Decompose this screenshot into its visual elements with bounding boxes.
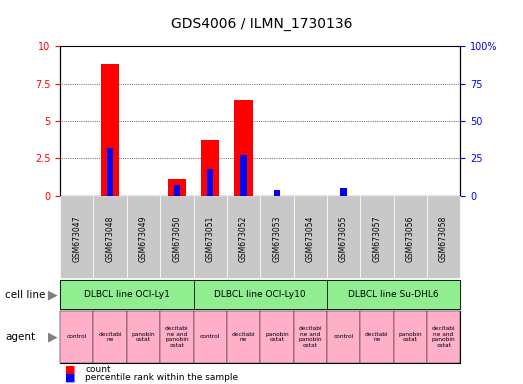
Bar <box>160 311 194 363</box>
Text: agent: agent <box>5 332 36 342</box>
Text: decitabi
ne and
panobin
ostat: decitabi ne and panobin ostat <box>432 326 456 348</box>
Bar <box>427 196 460 278</box>
Bar <box>160 196 194 278</box>
Text: GSM673055: GSM673055 <box>339 215 348 262</box>
Text: decitabi
ne: decitabi ne <box>365 331 389 343</box>
Text: control: control <box>334 334 354 339</box>
Bar <box>60 280 194 309</box>
Text: ■: ■ <box>65 365 76 375</box>
Text: GSM673049: GSM673049 <box>139 215 148 262</box>
Text: GSM673056: GSM673056 <box>406 215 415 262</box>
Bar <box>101 64 119 196</box>
Bar <box>327 196 360 278</box>
Text: control: control <box>67 334 87 339</box>
Text: decitabi
ne: decitabi ne <box>98 331 122 343</box>
Bar <box>393 311 427 363</box>
Bar <box>127 311 160 363</box>
Bar <box>60 311 94 363</box>
Text: decitabi
ne and
panobin
ostat: decitabi ne and panobin ostat <box>299 326 322 348</box>
Text: GSM673053: GSM673053 <box>272 215 281 262</box>
Text: GSM673048: GSM673048 <box>106 215 115 262</box>
Text: DLBCL line OCI-Ly1: DLBCL line OCI-Ly1 <box>84 290 170 299</box>
Text: percentile rank within the sample: percentile rank within the sample <box>85 373 238 382</box>
Text: DLBCL line Su-DHL6: DLBCL line Su-DHL6 <box>348 290 439 299</box>
Bar <box>168 179 186 196</box>
Text: panobin
ostat: panobin ostat <box>265 331 289 343</box>
Text: count: count <box>85 365 111 374</box>
Bar <box>327 280 460 309</box>
Text: DLBCL line OCI-Ly10: DLBCL line OCI-Ly10 <box>214 290 306 299</box>
Text: GSM673051: GSM673051 <box>206 215 214 262</box>
Text: GSM673058: GSM673058 <box>439 215 448 262</box>
Bar <box>194 196 227 278</box>
Bar <box>427 311 460 363</box>
Bar <box>94 311 127 363</box>
Bar <box>293 311 327 363</box>
Text: control: control <box>200 334 220 339</box>
Text: ■: ■ <box>65 372 76 382</box>
Bar <box>327 311 360 363</box>
Text: decitabi
ne: decitabi ne <box>232 331 255 343</box>
Bar <box>234 100 253 196</box>
Bar <box>360 196 394 278</box>
Bar <box>207 169 213 196</box>
Text: ▶: ▶ <box>48 331 58 343</box>
Bar <box>107 148 113 196</box>
Text: GSM673047: GSM673047 <box>72 215 81 262</box>
Text: decitabi
ne and
panobin
ostat: decitabi ne and panobin ostat <box>165 326 189 348</box>
Bar <box>293 196 327 278</box>
Text: GDS4006 / ILMN_1730136: GDS4006 / ILMN_1730136 <box>170 17 353 31</box>
Bar <box>194 311 227 363</box>
Bar <box>194 280 327 309</box>
Bar <box>127 196 160 278</box>
Bar <box>260 311 293 363</box>
Bar <box>274 190 280 196</box>
Text: GSM673052: GSM673052 <box>239 215 248 262</box>
Text: ▶: ▶ <box>48 288 58 301</box>
Text: GSM673050: GSM673050 <box>173 215 181 262</box>
Bar <box>94 196 127 278</box>
Bar <box>60 196 94 278</box>
Bar <box>260 196 293 278</box>
Bar <box>240 156 247 196</box>
Bar <box>360 311 394 363</box>
Bar <box>393 196 427 278</box>
Text: GSM673057: GSM673057 <box>372 215 381 262</box>
Bar <box>340 189 347 196</box>
Text: panobin
ostat: panobin ostat <box>399 331 422 343</box>
Bar <box>227 196 260 278</box>
Bar <box>201 141 219 196</box>
Bar <box>227 311 260 363</box>
Bar <box>174 185 180 196</box>
Text: cell line: cell line <box>5 290 46 300</box>
Text: GSM673054: GSM673054 <box>306 215 315 262</box>
Text: panobin
ostat: panobin ostat <box>132 331 155 343</box>
